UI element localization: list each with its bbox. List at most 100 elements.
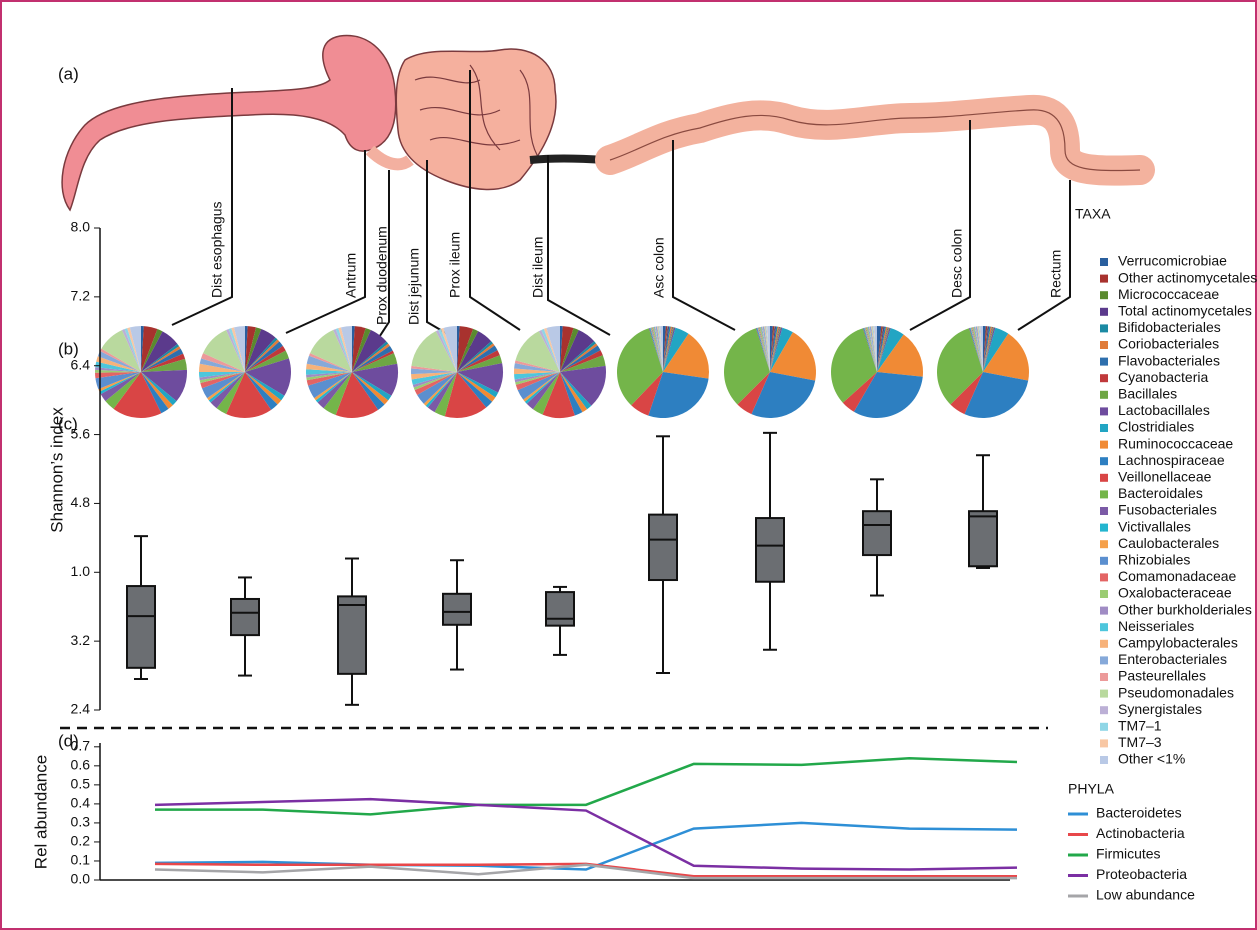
legend-label: Fusobacteriales	[1118, 502, 1217, 518]
pie-slice	[764, 326, 770, 372]
pie-slice	[457, 326, 474, 372]
pie-slice	[438, 328, 457, 372]
y-tick-label: 4.8	[71, 494, 91, 510]
pie-slice	[751, 372, 816, 418]
pie-slice	[338, 327, 352, 372]
pie-slice	[974, 326, 983, 372]
pie-slice	[760, 326, 770, 372]
y-tick-label: 0.5	[71, 776, 91, 792]
y-tick-label: 8.0	[71, 219, 91, 235]
legend-swatch	[1100, 324, 1108, 333]
pie-slice	[770, 326, 780, 372]
legend-label: Total actinomycetales	[1118, 303, 1252, 319]
legend-label: Neisseriales	[1118, 618, 1194, 634]
pie-slice	[869, 326, 877, 372]
site-pointer	[909, 120, 971, 331]
legend-label: Synergistales	[1118, 701, 1202, 717]
duodenum	[365, 145, 414, 171]
series-line	[155, 756, 1018, 816]
legend-label: TM7–1	[1118, 718, 1162, 734]
pie-slice	[208, 372, 245, 403]
pie-slice	[654, 326, 663, 372]
pie-slice	[515, 372, 560, 391]
pie-slice	[983, 326, 991, 372]
pie-slice	[560, 341, 596, 372]
pie-slice	[877, 326, 882, 372]
site-label: Prox ileum	[447, 232, 463, 298]
pie-slice	[663, 327, 689, 372]
series-line	[154, 821, 1018, 871]
pie-slice	[863, 327, 877, 372]
pie-slice	[306, 355, 352, 372]
pie-slice	[411, 372, 457, 380]
pie-slice	[231, 327, 245, 372]
pie-slice	[973, 326, 983, 372]
legend-label: Other burkholderiales	[1118, 601, 1252, 617]
box	[648, 513, 678, 582]
pie-slice	[352, 353, 398, 372]
pie-slice	[541, 328, 560, 372]
pie-slice	[245, 358, 291, 396]
small-intestine	[395, 48, 557, 191]
pie-slice	[650, 327, 663, 372]
pie-slice	[657, 326, 663, 372]
pie-slice	[199, 372, 245, 384]
pie-slice	[560, 343, 598, 372]
pie-slice	[755, 327, 770, 372]
pie-slice	[648, 372, 709, 418]
pie-slice	[757, 327, 770, 372]
pie-slice	[141, 348, 184, 372]
box	[442, 592, 472, 626]
pie-slice	[560, 326, 574, 372]
pie-slice	[977, 326, 983, 372]
pie-slice	[877, 327, 891, 372]
legend-swatch	[1100, 590, 1108, 598]
pie-slice	[352, 326, 355, 372]
pie-slice	[770, 326, 775, 372]
legend-swatch	[1100, 606, 1108, 615]
legend-label: Campylobacterales	[1118, 635, 1238, 651]
pie-slice	[631, 372, 663, 416]
pie-slice	[514, 363, 560, 372]
pie-slice	[770, 326, 778, 372]
panel-label: (b)	[58, 339, 79, 358]
pie-slice	[770, 326, 775, 372]
pie-slice	[869, 326, 877, 372]
pie-slice	[141, 343, 180, 372]
legend-swatch	[1100, 390, 1108, 399]
pie-slice	[560, 328, 579, 372]
pie-slice	[245, 372, 282, 405]
y-tick-label: 0.7	[71, 738, 91, 754]
pie-slice	[877, 334, 923, 377]
pie-slice	[663, 326, 673, 372]
pie-slice	[770, 327, 783, 372]
pie-slice	[983, 327, 995, 372]
pie-slice	[457, 363, 503, 393]
site-pointer	[171, 88, 233, 326]
pie-slice	[457, 326, 460, 372]
legend-label: Enterobacteriales	[1118, 651, 1227, 667]
pie-slice	[871, 326, 877, 372]
legend-label: Rhizobiales	[1118, 552, 1190, 568]
pie-slice	[538, 329, 560, 372]
pie-slice	[765, 326, 770, 372]
pie-slice	[971, 327, 983, 372]
site-pointer	[547, 155, 611, 336]
box	[126, 585, 156, 669]
pie-slice	[95, 372, 141, 379]
pie-slice	[207, 372, 245, 401]
pie-slice	[546, 326, 560, 372]
pie-slice	[649, 327, 663, 372]
pie-slice	[245, 327, 262, 372]
pie-slice	[877, 326, 884, 372]
legend-title: TAXA	[1075, 206, 1111, 222]
box	[862, 510, 892, 557]
pie-slice	[853, 372, 923, 418]
pie-slice	[654, 326, 663, 372]
legend-label: Clostridiales	[1118, 419, 1194, 435]
pie-slice	[560, 372, 592, 410]
site-label: Desc colon	[949, 229, 965, 298]
pie-slice	[617, 328, 663, 406]
y-tick-label: 0.1	[71, 852, 91, 868]
pie-slice	[306, 372, 352, 381]
